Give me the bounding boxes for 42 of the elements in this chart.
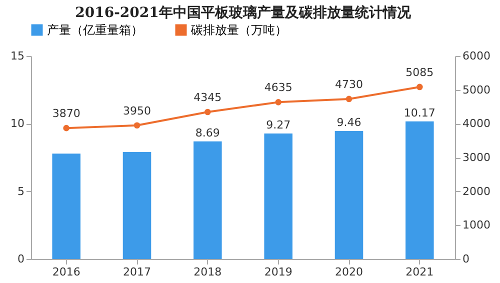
x-tick-label: 2016 <box>52 266 80 278</box>
point <box>134 122 140 129</box>
data-label: 8.69 <box>195 126 220 140</box>
x-tick-label: 2017 <box>123 266 151 278</box>
data-label: 9.46 <box>336 116 362 129</box>
point <box>204 108 211 116</box>
data-label: 3950 <box>123 104 151 118</box>
x-tick-label: 2021 <box>406 266 434 278</box>
x-tick-label: 2019 <box>264 266 292 278</box>
point <box>275 99 282 106</box>
data-label: 4635 <box>264 81 292 94</box>
bar <box>122 152 152 259</box>
x-tick-label: 2020 <box>335 266 363 278</box>
chart-title: 2016-2021年中国平板玻璃产量及碳排放量统计情况 <box>75 4 412 21</box>
legend-label: 碳排放量（万吨） <box>190 23 287 37</box>
data-label: 10.17 <box>404 106 436 120</box>
data-label: 3870 <box>52 107 80 120</box>
x-tick-label: 2018 <box>194 266 222 278</box>
point <box>416 84 423 90</box>
legend-label: 产量（亿重量箱） <box>47 23 143 37</box>
point <box>63 124 70 132</box>
bar <box>406 121 434 259</box>
bar <box>194 141 222 259</box>
data-label: 9.27 <box>266 118 291 132</box>
y2-tick-label: 4000 <box>462 117 490 130</box>
data-label: 5085 <box>406 66 434 79</box>
data-label: 4730 <box>335 78 363 91</box>
bar <box>264 134 292 259</box>
y-tick-label: 15 <box>10 50 24 62</box>
data-label: 4345 <box>194 90 222 104</box>
bar <box>334 130 364 259</box>
y2-tick-label: 5000 <box>462 83 490 96</box>
point <box>346 96 352 102</box>
y-tick-label: 10 <box>10 117 24 130</box>
y-tick-label: 0 <box>18 252 24 266</box>
y2-tick-label: 0 <box>462 252 470 266</box>
bar <box>52 154 80 259</box>
y2-tick-label: 1000 <box>462 218 490 232</box>
y2-tick-label: 3000 <box>462 151 490 164</box>
y2-tick-label: 2000 <box>462 184 490 198</box>
y2-tick-label: 6000 <box>462 50 490 62</box>
y-tick-label: 5 <box>18 184 24 198</box>
